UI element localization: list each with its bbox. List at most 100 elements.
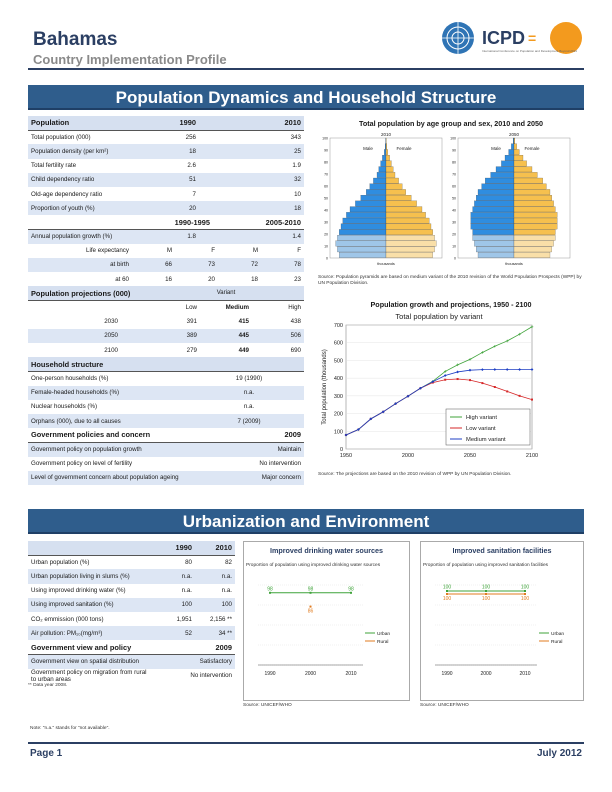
male-bar [472,206,515,213]
section-band-urban: Urbanization and Environment [28,509,584,534]
data-point [506,390,509,393]
data-point [369,417,373,421]
life-expectancy-header: Life expectancy M F M F [86,247,301,255]
data-label: 100 [482,585,491,591]
table-row: 2100 279 449 690 [104,346,301,354]
age-tick: 60 [452,185,456,189]
legend-label: Medium variant [466,437,506,443]
data-point [485,590,487,592]
y-tick-label: 500 [334,358,343,364]
age-tick: 80 [452,161,456,165]
data-point [469,379,471,382]
data-label: 100 [443,585,452,591]
age-tick: 20 [452,233,456,237]
male-bar [340,223,387,230]
female-bar [513,212,558,218]
female-bar [385,212,426,218]
female-bar [513,229,556,235]
urban-table: 1990 2010 Urban population (%) 80 82 Urban … [28,541,235,689]
header-divider [28,68,584,70]
table-row: 2050 389 445 506 [28,328,304,343]
male-bar [349,206,387,213]
y-tick-label: 0 [340,447,343,453]
female-bar [513,246,552,253]
table-row: One-person households (%) 19 (1990) [31,375,263,383]
projections-header-row: Population projections (000) Variant [28,286,304,301]
footer-date: July 2012 [536,748,582,759]
table-row: Using improved sanitation (%) 100 100 [28,597,235,612]
male-bar [360,195,387,201]
male-bar [339,252,387,258]
legend-label: Rural [551,639,562,645]
data-point [309,591,312,594]
age-tick: 80 [324,161,328,165]
data-point [530,325,534,329]
svg-text:ICPD: ICPD [482,28,525,48]
data-point [344,433,348,437]
male-bar [380,160,387,167]
water-chart-title: Improved drinking water sources [269,546,384,555]
series-line [345,369,532,436]
female-bar [513,166,533,173]
male-bar [366,189,387,195]
female-bar [385,252,433,258]
data-label: 98 [348,586,354,592]
data-point [481,368,484,372]
age-tick: 10 [452,245,456,249]
legend-label: Urban [551,631,564,637]
sanitation-chart-box: Improved sanitation facilities Proportio… [420,541,584,701]
male-bar [470,223,515,230]
male-bar [495,166,515,173]
table-row: Orphans (000), due to all causes 7 (2009) [28,413,304,429]
table-row: Government policy on population growth Ma… [28,442,304,457]
data-point [530,368,534,371]
pyramid-year-label: 2050 [509,132,520,137]
table-row: Proportion of youth (%) 20 18 [28,201,304,216]
data-point [493,368,497,371]
female-bar [513,223,558,230]
male-bar [346,212,387,218]
age-tick: 50 [324,197,328,201]
age-tick: 100 [450,137,456,141]
data-point [309,605,312,608]
y-axis-label: Total population (thousands) [322,349,328,424]
male-bar [476,195,515,201]
growth-source: Source: The projections are based on the… [318,472,512,477]
age-tick: 40 [452,209,456,213]
data-point [456,370,459,374]
chart-subtitle: Total population by variant [395,312,483,321]
male-bar [477,252,515,258]
male-bar [504,155,515,161]
footer-divider [28,742,584,744]
male-bar [355,200,387,207]
urban-gov-header-row: Government view and policy 2009 [28,640,235,655]
table-row: Level of government concern about popula… [28,470,304,485]
male-bar [474,240,515,247]
data-label: 100 [482,596,491,602]
age-tick: 40 [324,209,328,213]
age-tick: 50 [452,197,456,201]
x-tick-label: 2010 [519,671,530,677]
male-bar [472,235,515,241]
data-point [505,368,509,371]
female-bar [385,229,433,235]
table-row: Using improved drinking water (%) n.a. n.a… [31,587,232,595]
x-tick-label: 2050 [464,453,476,459]
male-bar [384,143,387,150]
table-row: Total population (000) 256 343 [31,134,301,142]
sanitation-source: Source: UNICEF/WHO [420,703,469,708]
table-row: CO₂ emmission (000 tons) 1,951 2,156 ** [31,615,232,623]
female-bar [513,189,551,195]
male-bar [373,177,387,184]
table-row: Total fertility rate 2.6 1.9 [31,162,301,170]
table-row: Air pollution: PM₁₀(mg/m³) 52 34 ** [28,626,235,641]
female-bar [513,200,554,207]
female-bar [385,235,435,241]
sanitation-chart-title: Improved sanitation facilities [452,546,552,555]
male-bar [378,166,387,173]
female-bar [385,240,437,247]
male-bar [337,246,387,253]
male-bar [501,160,515,167]
age-tick: 30 [452,221,456,225]
table-row: Urban population living in slums (%) n.a.… [28,569,235,584]
